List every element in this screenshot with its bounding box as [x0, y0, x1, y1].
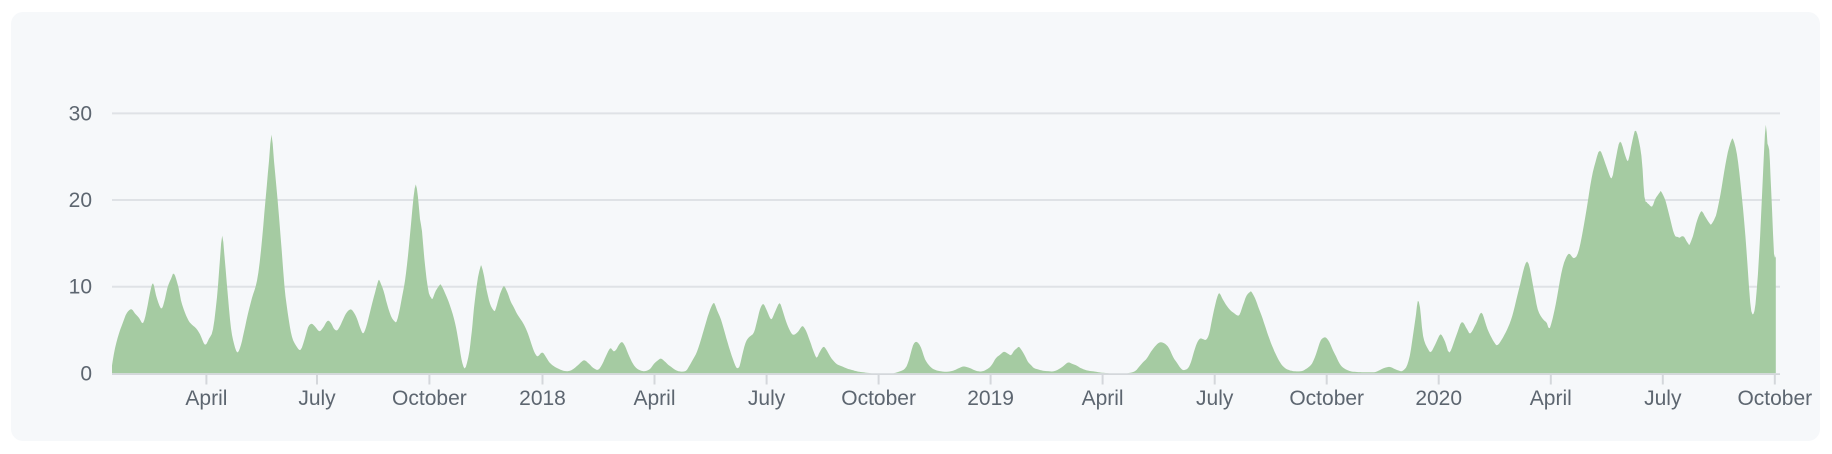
svg-text:October: October: [1737, 387, 1812, 410]
svg-text:July: July: [748, 387, 786, 410]
svg-text:October: October: [1289, 387, 1364, 410]
svg-text:April: April: [185, 387, 227, 410]
svg-text:July: July: [298, 387, 336, 410]
svg-text:30: 30: [69, 102, 92, 125]
svg-text:July: July: [1196, 387, 1234, 410]
svg-text:20: 20: [69, 189, 92, 212]
svg-text:October: October: [841, 387, 916, 410]
svg-text:April: April: [633, 387, 675, 410]
svg-text:April: April: [1530, 387, 1572, 410]
svg-text:2020: 2020: [1415, 387, 1462, 410]
svg-text:October: October: [392, 387, 467, 410]
svg-text:April: April: [1082, 387, 1124, 410]
svg-text:10: 10: [69, 276, 92, 299]
svg-text:2019: 2019: [967, 387, 1014, 410]
svg-text:2018: 2018: [519, 387, 566, 410]
svg-text:0: 0: [80, 362, 92, 385]
svg-text:July: July: [1644, 387, 1682, 410]
